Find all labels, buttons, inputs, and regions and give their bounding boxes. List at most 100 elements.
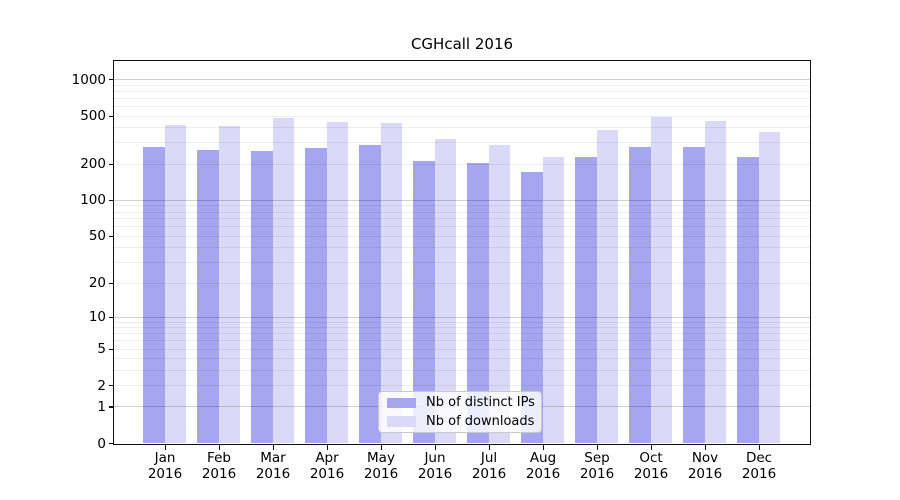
x-tick-mark xyxy=(758,445,760,450)
legend-label: Nb of distinct IPs xyxy=(426,395,535,411)
x-tick-month: Dec xyxy=(745,450,773,466)
bar-may-downloads xyxy=(380,122,402,443)
bar-jan-ips xyxy=(143,147,165,443)
gridline-minor xyxy=(114,84,810,86)
y-tick-mark xyxy=(108,348,114,350)
x-tick-label: Sep 2016 xyxy=(567,450,627,482)
y-tick-mark xyxy=(108,406,114,408)
bar-feb-ips xyxy=(197,149,219,443)
x-tick-year: 2016 xyxy=(633,465,669,482)
legend: Nb of distinct IPs Nb of downloads xyxy=(378,391,542,433)
bar-oct-ips xyxy=(629,146,651,443)
bar-nov-ips xyxy=(683,146,705,443)
x-tick-year: 2016 xyxy=(363,465,399,482)
x-tick-label: Jun 2016 xyxy=(405,450,465,482)
x-tick-mark xyxy=(542,445,544,450)
gridline-minor xyxy=(114,105,810,107)
y-tick-label: 10 xyxy=(88,309,106,326)
gridline-minor xyxy=(114,90,810,92)
y-tick-mark xyxy=(108,385,114,387)
x-tick-year: 2016 xyxy=(255,465,291,482)
bar-aug-downloads xyxy=(542,157,564,443)
legend-swatch xyxy=(387,397,416,408)
gridline-minor xyxy=(114,97,810,99)
x-tick-label: Dec 2016 xyxy=(729,450,789,482)
bar-jul-ips xyxy=(467,163,489,443)
y-tick-label: 1000 xyxy=(71,71,106,88)
x-tick-month: Mar xyxy=(260,450,286,466)
y-tick-mark xyxy=(108,79,114,81)
y-tick-mark xyxy=(108,163,114,165)
y-tick-label: 500 xyxy=(80,108,106,124)
x-tick-month: May xyxy=(367,450,395,466)
x-tick-label: Mar 2016 xyxy=(243,450,303,482)
bar-apr-ips xyxy=(305,148,327,443)
bar-sep-ips xyxy=(575,156,597,443)
x-tick-month: Jul xyxy=(480,450,498,466)
y-tick-mark xyxy=(108,235,114,238)
y-tick-label: 0 xyxy=(97,435,106,452)
x-tick-month: Sep xyxy=(584,450,610,466)
x-tick-year: 2016 xyxy=(525,465,561,482)
x-tick-year: 2016 xyxy=(417,465,453,482)
bar-sep-downloads xyxy=(596,129,618,443)
x-tick-year: 2016 xyxy=(147,465,183,482)
y-tick-label: 100 xyxy=(80,192,106,209)
bar-jun-ips xyxy=(413,160,435,443)
bar-may-ips xyxy=(359,144,381,443)
x-tick-month: Feb xyxy=(207,450,231,466)
x-tick-label: Aug 2016 xyxy=(513,450,573,482)
x-tick-mark xyxy=(434,445,436,450)
y-tick-label: 20 xyxy=(88,275,106,292)
bar-dec-ips xyxy=(737,157,759,443)
y-tick-label: 50 xyxy=(88,228,106,245)
bar-jun-downloads xyxy=(434,138,456,443)
x-tick-year: 2016 xyxy=(471,465,507,482)
x-tick-mark xyxy=(164,445,166,450)
bar-aug-ips xyxy=(521,171,543,443)
y-tick-mark xyxy=(108,115,114,117)
x-tick-label: Jan 2016 xyxy=(135,450,195,482)
bar-jul-downloads xyxy=(488,145,510,443)
bar-dec-downloads xyxy=(758,132,780,443)
x-tick-month: Apr xyxy=(315,450,339,466)
legend-label: Nb of downloads xyxy=(426,413,535,429)
x-tick-mark xyxy=(488,445,490,450)
x-tick-year: 2016 xyxy=(579,465,615,482)
x-tick-mark xyxy=(650,445,652,450)
bar-jan-downloads xyxy=(164,124,186,443)
x-tick-month: Jan xyxy=(154,450,176,466)
legend-swatch xyxy=(387,416,416,427)
x-tick-mark xyxy=(380,445,382,450)
y-tick-label: 5 xyxy=(97,341,106,358)
x-tick-label: Jul 2016 xyxy=(459,450,519,482)
y-tick-label: 1 xyxy=(97,398,106,415)
x-tick-mark xyxy=(326,445,328,450)
x-tick-mark xyxy=(596,445,598,450)
x-tick-year: 2016 xyxy=(201,465,237,482)
gridline-minor xyxy=(114,115,810,117)
y-tick-mark xyxy=(108,282,114,284)
x-tick-label: May 2016 xyxy=(351,450,411,482)
x-tick-label: Nov 2016 xyxy=(675,450,735,482)
bar-apr-downloads xyxy=(326,121,348,443)
gridline-major xyxy=(114,79,810,81)
x-tick-year: 2016 xyxy=(687,465,723,482)
x-tick-year: 2016 xyxy=(741,465,777,482)
y-tick-mark xyxy=(108,199,114,202)
x-tick-month: Aug xyxy=(529,450,557,466)
bar-feb-downloads xyxy=(218,125,240,443)
bar-mar-downloads xyxy=(272,118,294,443)
y-tick-label: 2 xyxy=(97,377,106,394)
x-tick-mark xyxy=(218,445,220,450)
bar-oct-downloads xyxy=(650,117,672,443)
x-tick-label: Feb 2016 xyxy=(189,450,249,482)
x-tick-mark xyxy=(272,445,274,450)
y-tick-mark xyxy=(108,443,114,445)
x-tick-label: Oct 2016 xyxy=(621,450,681,482)
x-tick-year: 2016 xyxy=(309,465,345,482)
x-tick-month: Jun xyxy=(424,450,446,466)
chart-title: CGHcall 2016 xyxy=(410,35,514,53)
x-tick-month: Oct xyxy=(639,450,663,466)
